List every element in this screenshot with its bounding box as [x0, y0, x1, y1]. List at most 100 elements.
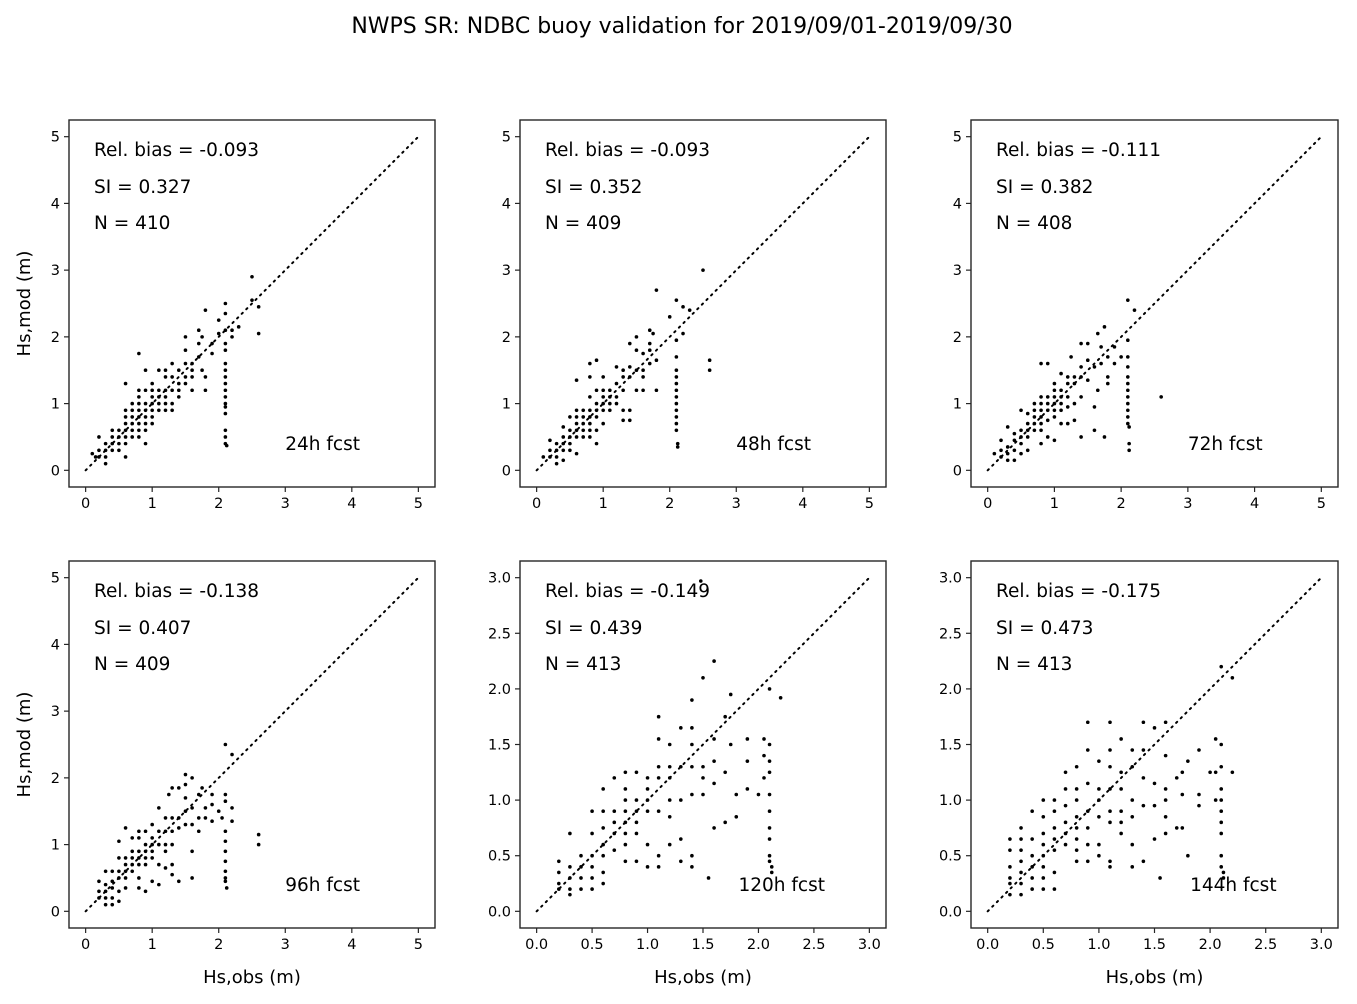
data-point — [667, 742, 672, 747]
identity-line — [84, 135, 420, 472]
data-point — [137, 421, 141, 426]
data-point — [224, 443, 229, 448]
data-point — [203, 308, 208, 312]
data-point — [687, 308, 692, 312]
data-point — [674, 401, 679, 406]
data-point — [656, 776, 661, 780]
data-point — [1092, 405, 1097, 409]
data-point — [623, 859, 628, 864]
data-point — [1105, 355, 1110, 359]
data-point — [701, 776, 705, 780]
data-point — [645, 865, 650, 869]
data-point — [236, 325, 241, 329]
x-tick-label: 1.0 — [636, 937, 659, 953]
data-point — [1197, 748, 1201, 752]
data-point — [561, 458, 566, 463]
data-point — [681, 331, 685, 336]
data-point — [574, 435, 579, 439]
data-point — [594, 358, 599, 363]
data-point — [1163, 814, 1168, 819]
data-point — [137, 415, 141, 419]
data-point — [163, 375, 168, 379]
data-point — [143, 368, 148, 373]
data-point — [608, 401, 612, 406]
data-point — [1039, 421, 1043, 426]
x-tick-label: 5 — [414, 937, 423, 953]
data-point — [177, 381, 181, 386]
x-tick-label: 2 — [214, 496, 223, 512]
data-point — [634, 348, 639, 353]
data-point — [601, 375, 605, 379]
data-point — [614, 401, 619, 406]
data-point — [1039, 441, 1043, 446]
x-tick-label: 2.0 — [747, 937, 770, 953]
data-point — [641, 351, 645, 356]
subplot-120h: 0.0 0.5 1.0 1.5 2.0 2.5 3.0 0.0 0.5 1.0 1.5 2.0 2.5 3… — [488, 560, 887, 988]
data-point — [1072, 381, 1077, 386]
rel-bias-annotation: Rel. bias = -0.175 — [996, 581, 1161, 602]
data-point — [1032, 428, 1037, 433]
data-point — [110, 441, 115, 446]
data-point — [130, 869, 135, 874]
data-point — [196, 792, 201, 797]
data-point — [778, 695, 783, 700]
data-point — [1152, 781, 1157, 786]
figure-title: NWPS SR: NDBC buoy validation for 2019/0… — [351, 14, 1012, 39]
data-point — [1059, 371, 1063, 376]
data-point — [623, 842, 628, 847]
data-point — [667, 764, 672, 769]
data-point — [1119, 820, 1123, 825]
data-point — [200, 786, 204, 790]
data-point — [1052, 870, 1057, 875]
x-tick-label: 4 — [347, 937, 356, 953]
data-point — [1180, 826, 1185, 830]
forecast-label: 24h fcst — [285, 434, 360, 455]
data-point — [223, 839, 228, 844]
data-point — [97, 896, 101, 900]
data-point — [137, 829, 141, 834]
data-point — [1008, 865, 1012, 869]
data-point — [548, 455, 552, 459]
data-point — [183, 381, 188, 386]
identity-line — [986, 135, 1323, 472]
y-tick-label: 4 — [51, 196, 60, 212]
data-point — [123, 381, 128, 386]
data-point — [1130, 842, 1135, 847]
data-point — [1052, 798, 1057, 802]
data-point — [690, 853, 694, 858]
data-point — [634, 859, 639, 864]
data-point — [103, 869, 108, 874]
y-tick-label: 2 — [953, 330, 962, 346]
data-point — [143, 428, 148, 433]
data-point — [1141, 748, 1146, 752]
y-tick-label: 3 — [502, 263, 511, 279]
data-point — [137, 836, 141, 840]
data-point — [541, 455, 546, 459]
data-point — [1163, 798, 1168, 802]
data-point — [769, 865, 774, 869]
data-point — [177, 826, 181, 830]
data-point — [216, 809, 221, 814]
data-point — [674, 408, 679, 413]
x-tick-label: 1.5 — [691, 937, 714, 953]
data-point — [1052, 401, 1057, 406]
data-point — [256, 832, 261, 837]
forecast-label: 48h fcst — [736, 434, 811, 455]
rel-bias-annotation: Rel. bias = -0.149 — [545, 581, 710, 602]
data-point — [679, 837, 683, 841]
data-point — [588, 421, 592, 426]
data-point — [1213, 770, 1218, 775]
data-point — [163, 842, 168, 847]
data-point — [568, 448, 572, 453]
data-point — [767, 792, 772, 797]
x-tick-label: 4 — [347, 496, 356, 512]
data-point — [1126, 401, 1130, 406]
data-point — [557, 881, 561, 886]
x-tick-label: 2 — [214, 937, 223, 953]
forecast-label: 72h fcst — [1188, 434, 1263, 455]
data-point — [1052, 415, 1057, 419]
data-point — [707, 368, 712, 373]
data-point — [143, 401, 148, 406]
data-point — [1119, 809, 1123, 814]
x-tick-label: 3 — [1183, 496, 1192, 512]
